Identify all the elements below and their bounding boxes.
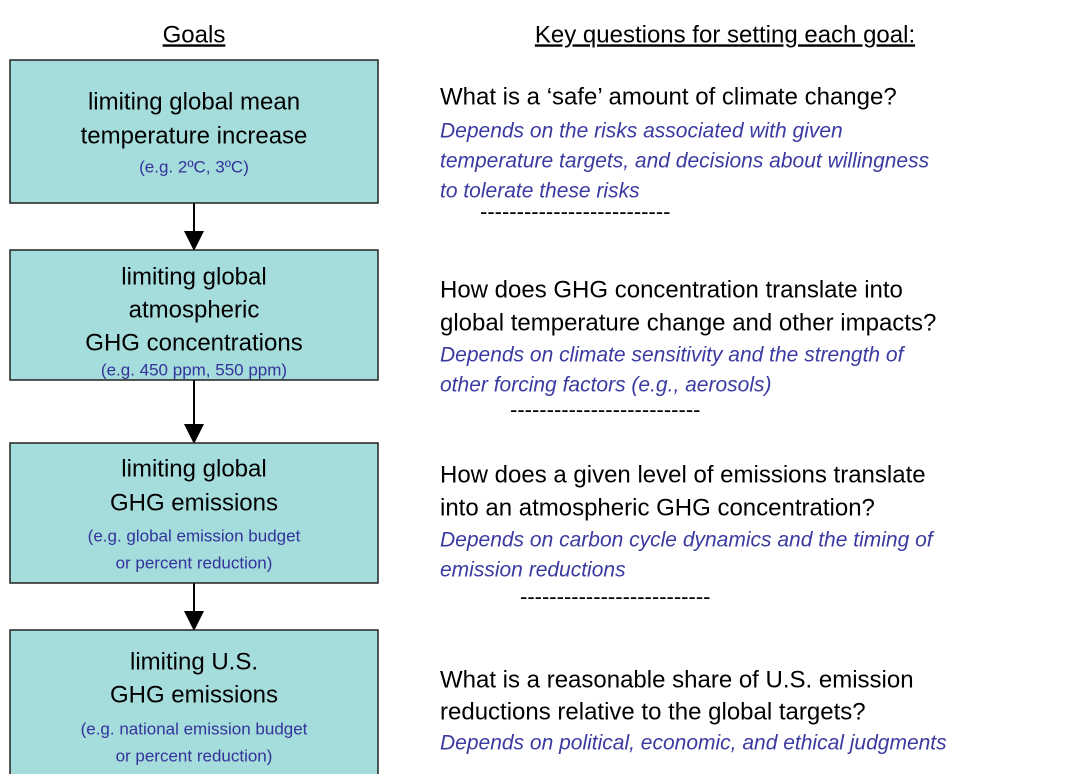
goal-title: limiting global mean (88, 88, 300, 115)
answer: Depends on the risks associated with giv… (440, 120, 843, 143)
goal-title: limiting U.S. (130, 648, 258, 675)
answer: Depends on carbon cycle dynamics and the… (440, 529, 935, 552)
goal-example: (e.g. 2ºC, 3ºC) (139, 157, 249, 176)
answer: emission reductions (440, 559, 626, 582)
separator: -------------------------- (520, 584, 710, 609)
goal-title: limiting global (121, 263, 266, 290)
separator: -------------------------- (480, 199, 670, 224)
answer: Depends on political, economic, and ethi… (440, 732, 947, 755)
question: What is a reasonable share of U.S. emiss… (440, 666, 914, 693)
answer: temperature targets, and decisions about… (440, 150, 930, 173)
separator: -------------------------- (510, 397, 700, 422)
answer: other forcing factors (e.g., aerosols) (440, 374, 771, 397)
goal-title: GHG emissions (110, 489, 278, 516)
question: How does GHG concentration translate int… (440, 276, 903, 303)
goal-title: GHG concentrations (85, 329, 302, 356)
questions-header: Key questions for setting each goal: (535, 21, 915, 48)
goal-title: temperature increase (81, 122, 308, 149)
answer: to tolerate these risks (440, 180, 640, 203)
question: What is a ‘safe’ amount of climate chang… (440, 83, 897, 110)
goal-title: atmospheric (129, 296, 260, 323)
goals-header: Goals (163, 21, 226, 48)
goal-title: limiting global (121, 455, 266, 482)
goal-example: (e.g. 450 ppm, 550 ppm) (101, 360, 287, 379)
answer: Depends on climate sensitivity and the s… (440, 344, 906, 367)
goal-box (9, 59, 379, 204)
goal-box (9, 629, 379, 774)
goal-example: or percent reduction) (116, 553, 273, 572)
goal-box (9, 442, 379, 584)
goal-example: or percent reduction) (116, 746, 273, 765)
question: How does a given level of emissions tran… (440, 461, 926, 488)
goal-example: (e.g. national emission budget (81, 719, 308, 738)
question: into an atmospheric GHG concentration? (440, 494, 875, 521)
goal-title: GHG emissions (110, 681, 278, 708)
question: reductions relative to the global target… (440, 698, 866, 725)
goal-box (9, 249, 379, 381)
question: global temperature change and other impa… (440, 309, 936, 336)
goal-example: (e.g. global emission budget (88, 526, 301, 545)
